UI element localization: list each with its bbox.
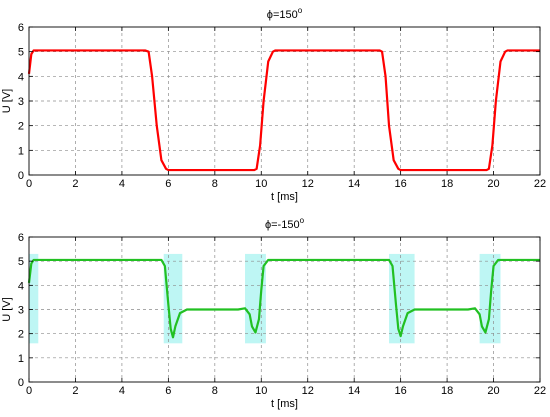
y-axis-label-bottom: U [V] (1, 297, 13, 321)
x-tick-label: 22 (534, 178, 546, 190)
x-tick-label: 6 (165, 178, 171, 190)
x-tick-label: 4 (119, 178, 125, 190)
x-tick-label: 8 (212, 178, 218, 190)
x-tick-label: 12 (302, 385, 314, 397)
x-tick-label: 2 (72, 178, 78, 190)
y-tick-label: 5 (18, 47, 24, 59)
y-tick-label: 0 (18, 170, 24, 182)
chart-title-top: ϕ=150o (267, 6, 303, 21)
y-tick-label: 3 (18, 305, 24, 317)
x-tick-label: 12 (302, 178, 314, 190)
y-axis-label-top: U [V] (1, 89, 13, 113)
x-tick-label: 20 (487, 178, 499, 190)
y-tick-label: 3 (18, 96, 24, 108)
y-tick-label: 0 (18, 377, 24, 389)
x-tick-label: 18 (441, 385, 453, 397)
x-tick-label: 0 (26, 385, 32, 397)
x-tick-label: 16 (395, 178, 407, 190)
x-tick-label: 0 (26, 178, 32, 190)
y-tick-label: 4 (18, 71, 24, 83)
series-line-bottom (27, 258, 540, 339)
x-tick-label: 10 (255, 178, 267, 190)
x-axis-label-bottom: t [ms] (271, 398, 298, 410)
y-tick-label: 6 (18, 22, 24, 34)
series-line-top (27, 49, 540, 172)
x-tick-label: 8 (212, 385, 218, 397)
x-tick-label: 18 (441, 178, 453, 190)
x-tick-label: 4 (119, 385, 125, 397)
y-tick-label: 2 (18, 329, 24, 341)
x-tick-label: 22 (534, 385, 546, 397)
y-tick-label: 5 (18, 256, 24, 268)
x-tick-label: 2 (72, 385, 78, 397)
y-tick-label: 4 (18, 280, 24, 292)
y-tick-label: 2 (18, 121, 24, 133)
x-tick-label: 20 (487, 385, 499, 397)
highlight-band (163, 253, 183, 344)
x-tick-label: 6 (165, 385, 171, 397)
y-tick-label: 1 (18, 145, 24, 157)
y-tick-label: 6 (18, 232, 24, 244)
x-tick-label: 10 (255, 385, 267, 397)
x-tick-label: 14 (348, 385, 360, 397)
x-axis-label-top: t [ms] (271, 191, 298, 203)
x-tick-label: 16 (395, 385, 407, 397)
y-tick-label: 1 (18, 353, 24, 365)
chart-title-bottom: ϕ=-150o (265, 216, 305, 231)
x-tick-label: 14 (348, 178, 360, 190)
highlight-band (29, 253, 39, 344)
